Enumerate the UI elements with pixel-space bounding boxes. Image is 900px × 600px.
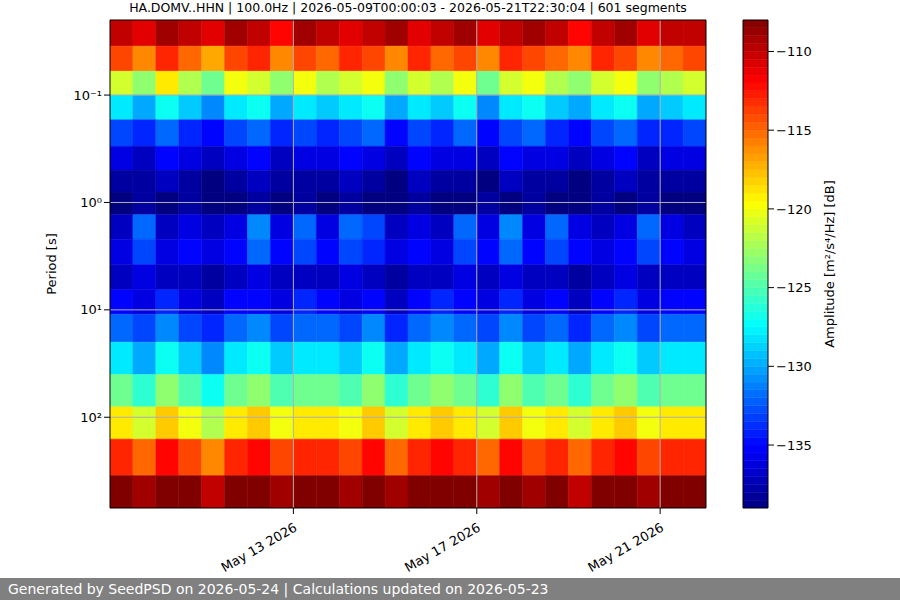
- svg-text:−115: −115: [776, 123, 812, 138]
- svg-text:10²: 10²: [80, 410, 102, 425]
- svg-text:May 17 2026: May 17 2026: [402, 520, 483, 575]
- svg-text:May 21 2026: May 21 2026: [585, 520, 666, 575]
- svg-text:May 13 2026: May 13 2026: [219, 520, 300, 575]
- svg-text:Period [s]: Period [s]: [44, 233, 59, 295]
- svg-text:−125: −125: [776, 280, 812, 295]
- svg-text:−120: −120: [776, 202, 812, 217]
- svg-text:−110: −110: [776, 44, 812, 59]
- svg-text:10⁻¹: 10⁻¹: [73, 88, 102, 103]
- svg-text:HA.DOMV..HHN | 100.0Hz | 2026-: HA.DOMV..HHN | 100.0Hz | 2026-05-09T00:0…: [129, 0, 687, 15]
- svg-text:10¹: 10¹: [80, 302, 102, 317]
- svg-text:10⁰: 10⁰: [80, 195, 102, 210]
- svg-text:−130: −130: [776, 359, 812, 374]
- svg-text:−135: −135: [776, 438, 812, 453]
- svg-text:Amplitude [m²/s⁴/Hz] [dB]: Amplitude [m²/s⁴/Hz] [dB]: [822, 180, 837, 348]
- html-text:Generated by SeedPSD on 2026-0: Generated by SeedPSD on 2026-05-24 | Cal…: [8, 581, 549, 597]
